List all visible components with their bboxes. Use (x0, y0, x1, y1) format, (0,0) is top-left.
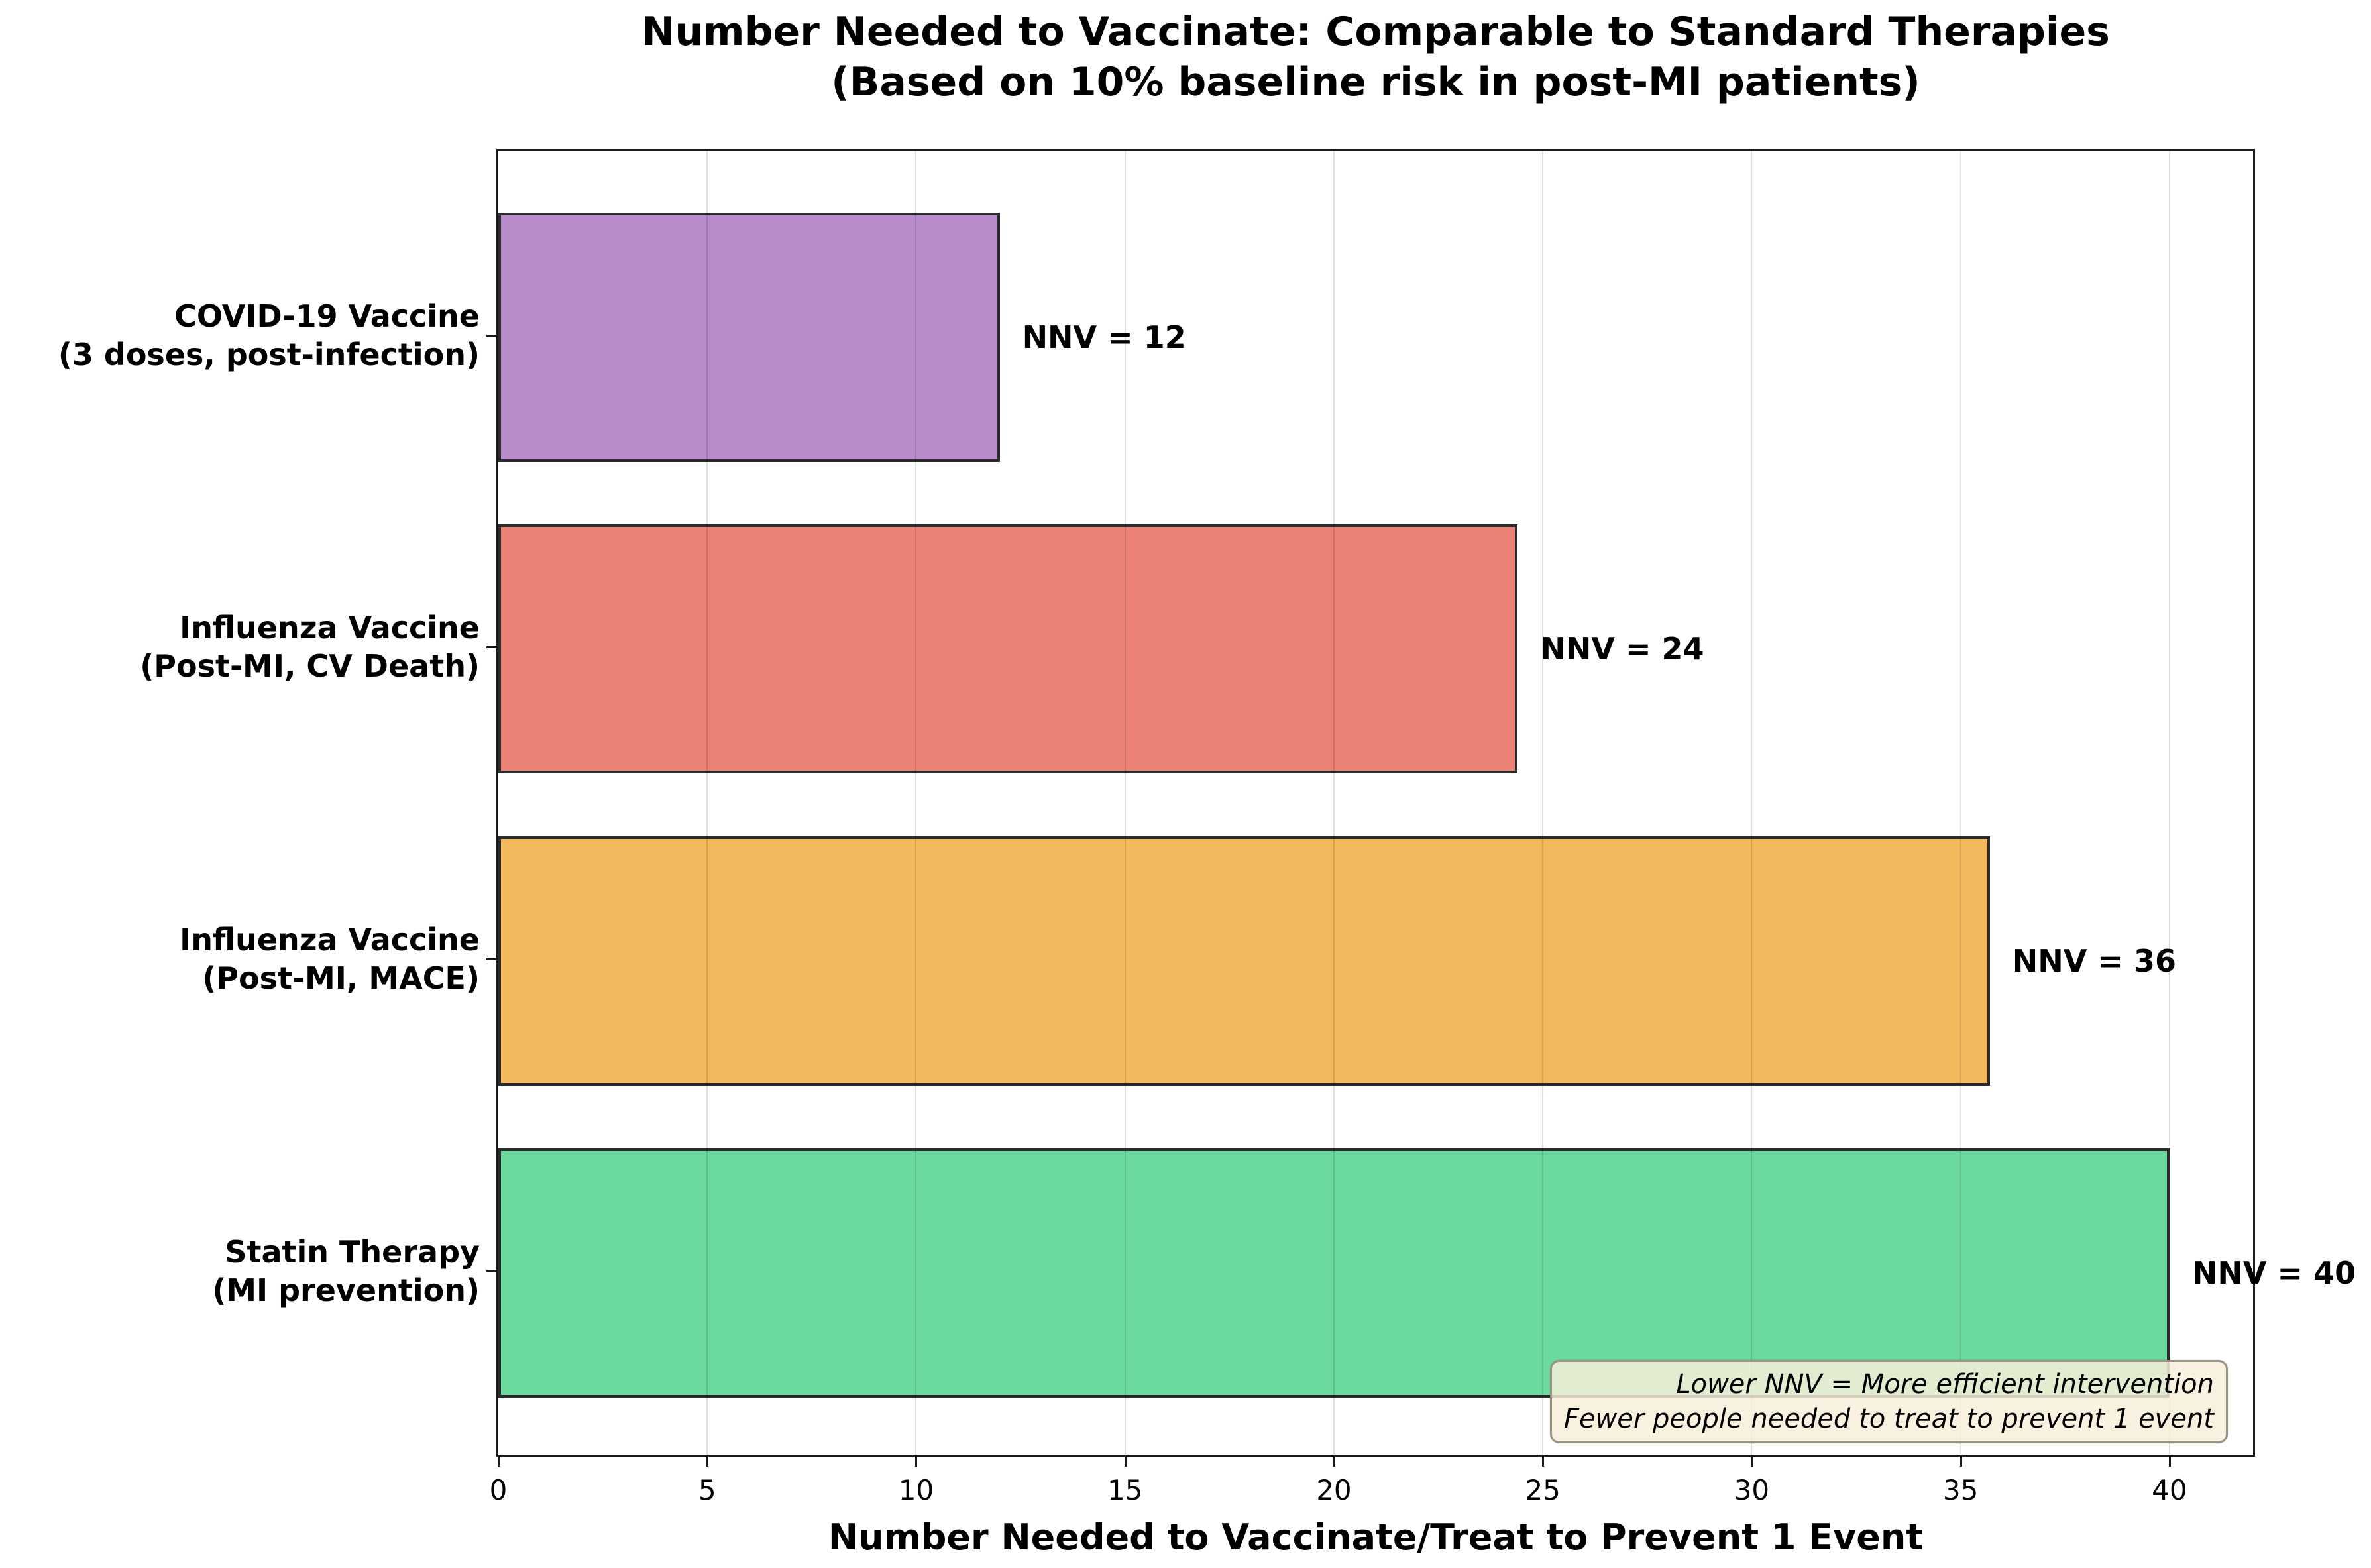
chart-title-line2: (Based on 10% baseline risk in post-MI p… (831, 59, 1920, 105)
gridline-x-10 (915, 151, 917, 1455)
x-tick-mark-0 (498, 1455, 500, 1467)
bar-row-flu-mace: NNV = 36 (498, 836, 2253, 1086)
x-tick-label-30: 30 (1734, 1474, 1770, 1506)
x-tick-mark-5 (706, 1455, 709, 1467)
gridline-x-35 (1959, 151, 1961, 1455)
y-label-line: (Post-MI, CV Death) (140, 648, 480, 684)
bar-covid-vaccine (498, 213, 1000, 462)
y-label-line: (MI prevention) (212, 1272, 480, 1308)
annotation-line2: Fewer people needed to treat to prevent … (1563, 1404, 2214, 1434)
y-label-line: Influenza Vaccine (180, 610, 480, 645)
y-label-line: Statin Therapy (225, 1234, 480, 1270)
y-tick-mark (486, 958, 498, 960)
y-axis-label-covid-vaccine: COVID-19 Vaccine (3 doses, post-infectio… (0, 297, 480, 374)
gridline-x-15 (1124, 151, 1126, 1455)
y-axis-label-flu-mace: Influenza Vaccine (Post-MI, MACE) (0, 921, 480, 997)
x-tick-label-0: 0 (489, 1474, 508, 1506)
y-tick-mark (486, 1270, 498, 1272)
bar-row-statin: NNV = 40 (498, 1148, 2356, 1398)
x-tick-label-25: 25 (1525, 1474, 1561, 1506)
chart-title: Number Needed to Vaccinate: Comparable t… (498, 7, 2253, 107)
y-axis-label-flu-cv-death: Influenza Vaccine (Post-MI, CV Death) (0, 608, 480, 685)
x-tick-label-40: 40 (2152, 1474, 2187, 1506)
x-tick-label-10: 10 (898, 1474, 934, 1506)
gridline-x-30 (1751, 151, 1753, 1455)
x-tick-label-15: 15 (1107, 1474, 1143, 1506)
bar-row-flu-cv-death: NNV = 24 (498, 524, 2253, 773)
y-tick-mark (486, 646, 498, 648)
y-label-line: (3 doses, post-infection) (58, 337, 480, 372)
x-tick-mark-25 (1542, 1455, 1545, 1467)
x-tick-mark-20 (1333, 1455, 1335, 1467)
bar-value-label-covid: NNV = 12 (1022, 319, 1186, 355)
gridline-x-25 (1542, 151, 1544, 1455)
bar-statin (498, 1148, 2170, 1398)
bar-flu-cv-death (498, 524, 1518, 773)
bar-flu-mace (498, 836, 1990, 1086)
gridline-x-40 (2168, 151, 2170, 1455)
chart-title-line1: Number Needed to Vaccinate: Comparable t… (641, 9, 2110, 55)
annotation-line1: Lower NNV = More efficient intervention (1676, 1369, 2214, 1400)
x-tick-label-35: 35 (1942, 1474, 1979, 1506)
y-label-line: (Post-MI, MACE) (202, 960, 480, 996)
bar-row-covid-vaccine: NNV = 12 (498, 213, 2253, 462)
plot-area: NNV = 12 NNV = 24 NNV = 36 NNV = 40 (496, 149, 2356, 1457)
x-axis-title: Number Needed to Vaccinate/Treat to Prev… (828, 1516, 1924, 1558)
x-tick-mark-40 (2168, 1455, 2171, 1467)
y-axis-label-statin: Statin Therapy (MI prevention) (0, 1233, 480, 1310)
bar-value-label-statin: NNV = 40 (2191, 1255, 2356, 1291)
x-tick-label-20: 20 (1316, 1474, 1352, 1506)
y-tick-mark (486, 335, 498, 337)
gridline-x-20 (1333, 151, 1335, 1455)
bar-value-label-flu-cv-death: NNV = 24 (1540, 631, 1704, 667)
x-tick-mark-10 (915, 1455, 918, 1467)
gridline-x-5 (706, 151, 708, 1455)
x-tick-mark-30 (1751, 1455, 1753, 1467)
x-tick-label-5: 5 (698, 1474, 716, 1506)
x-tick-mark-35 (1959, 1455, 1962, 1467)
x-tick-mark-15 (1124, 1455, 1127, 1467)
annotation-box: Lower NNV = More efficient intervention … (1549, 1360, 2228, 1443)
y-label-line: COVID-19 Vaccine (174, 298, 480, 334)
bar-value-label-flu-mace: NNV = 36 (2012, 943, 2176, 979)
y-label-line: Influenza Vaccine (180, 922, 480, 958)
